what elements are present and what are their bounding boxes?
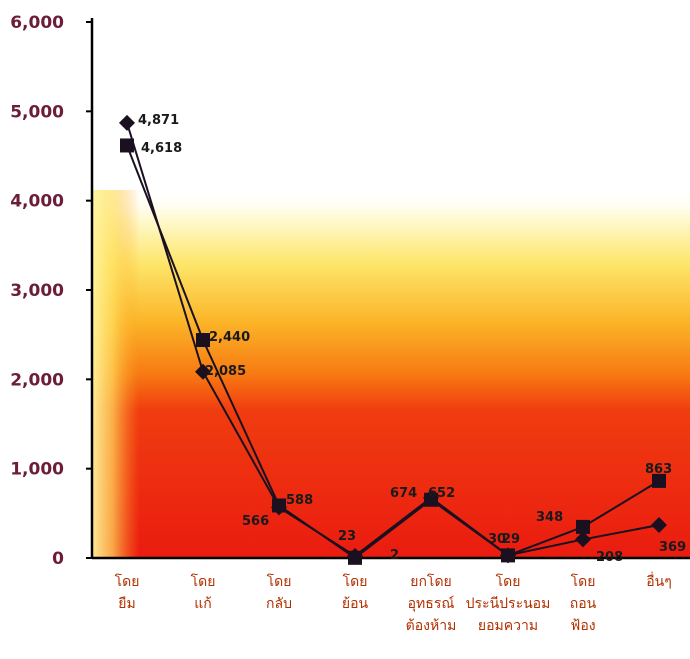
data-label: 23 [338, 529, 356, 544]
data-point-square [120, 138, 134, 153]
data-label: 863 [645, 462, 672, 477]
x-tick-label: โดย [571, 573, 596, 590]
x-tick-label: ประนีประนอม [466, 596, 551, 612]
x-tick-label: โดย [343, 573, 368, 590]
x-tick-label: โดย [191, 573, 216, 590]
y-tick-label: 5,000 [10, 102, 64, 122]
x-tick-label: ยอมความ [478, 618, 538, 634]
x-tick-label: โดย [115, 573, 140, 590]
x-tick-label: ต้องห้าม [406, 618, 457, 634]
data-point-square [196, 333, 210, 348]
data-point-square [576, 519, 590, 534]
x-tick-label: ถอน [570, 596, 597, 612]
data-point-diamond [195, 363, 211, 380]
y-tick-label: 4,000 [10, 192, 64, 212]
x-tick-label: อุทธรณ์ [408, 595, 455, 612]
y-tick-label: 3,000 [10, 281, 64, 301]
data-label: 2,440 [209, 330, 250, 345]
data-label: 208 [596, 550, 623, 565]
data-point-square [652, 473, 666, 488]
series-line-diamond [126, 122, 660, 557]
series-group [119, 114, 667, 565]
y-axis: 0 1,000 2,000 3,000 4,000 5,000 6,000 [10, 13, 94, 569]
x-tick-label: ฟ้อง [570, 618, 595, 634]
y-tick-label: 6,000 [10, 13, 64, 33]
data-label: 2 [390, 548, 399, 563]
y-tick-label: 1,000 [10, 460, 64, 480]
data-label: 4,618 [141, 141, 182, 156]
data-point-diamond [651, 517, 667, 534]
x-tick-label: กลับ [266, 596, 292, 612]
data-point-square [424, 492, 438, 507]
data-point-square [272, 498, 286, 513]
data-point-diamond [119, 114, 135, 131]
data-label: 348 [536, 510, 563, 525]
x-tick-label: โดย [496, 573, 521, 590]
data-label: 674 [390, 486, 417, 501]
data-label: 4,871 [138, 113, 179, 128]
x-tick-label: อื่นๆ [646, 572, 672, 590]
data-label: 652 [428, 486, 455, 501]
x-tick-label: ย้อน [342, 596, 369, 612]
data-label: 29 [502, 532, 520, 547]
data-point-diamond [575, 531, 591, 548]
y-tick-label: 0 [52, 549, 64, 569]
data-label: 566 [242, 514, 269, 529]
data-point-square [501, 548, 515, 563]
data-point-square [348, 550, 362, 565]
x-tick-label: แก้ [194, 596, 212, 612]
data-label: 588 [286, 493, 313, 508]
series-line-square [126, 145, 660, 559]
data-label: 369 [659, 540, 686, 555]
data-label: 2,085 [205, 364, 246, 379]
y-tick-label: 2,000 [10, 370, 64, 390]
plot-background [92, 190, 690, 558]
x-tick-label: ยืม [118, 596, 135, 612]
data-labels: 4,871 2,085 566 23 674 30 208 369 4,618 2,440 588 2… [138, 113, 686, 565]
data-label: 30 [488, 532, 506, 547]
x-tick-label: ยกโดย [410, 573, 452, 590]
x-tick-label: โดย [267, 573, 292, 590]
